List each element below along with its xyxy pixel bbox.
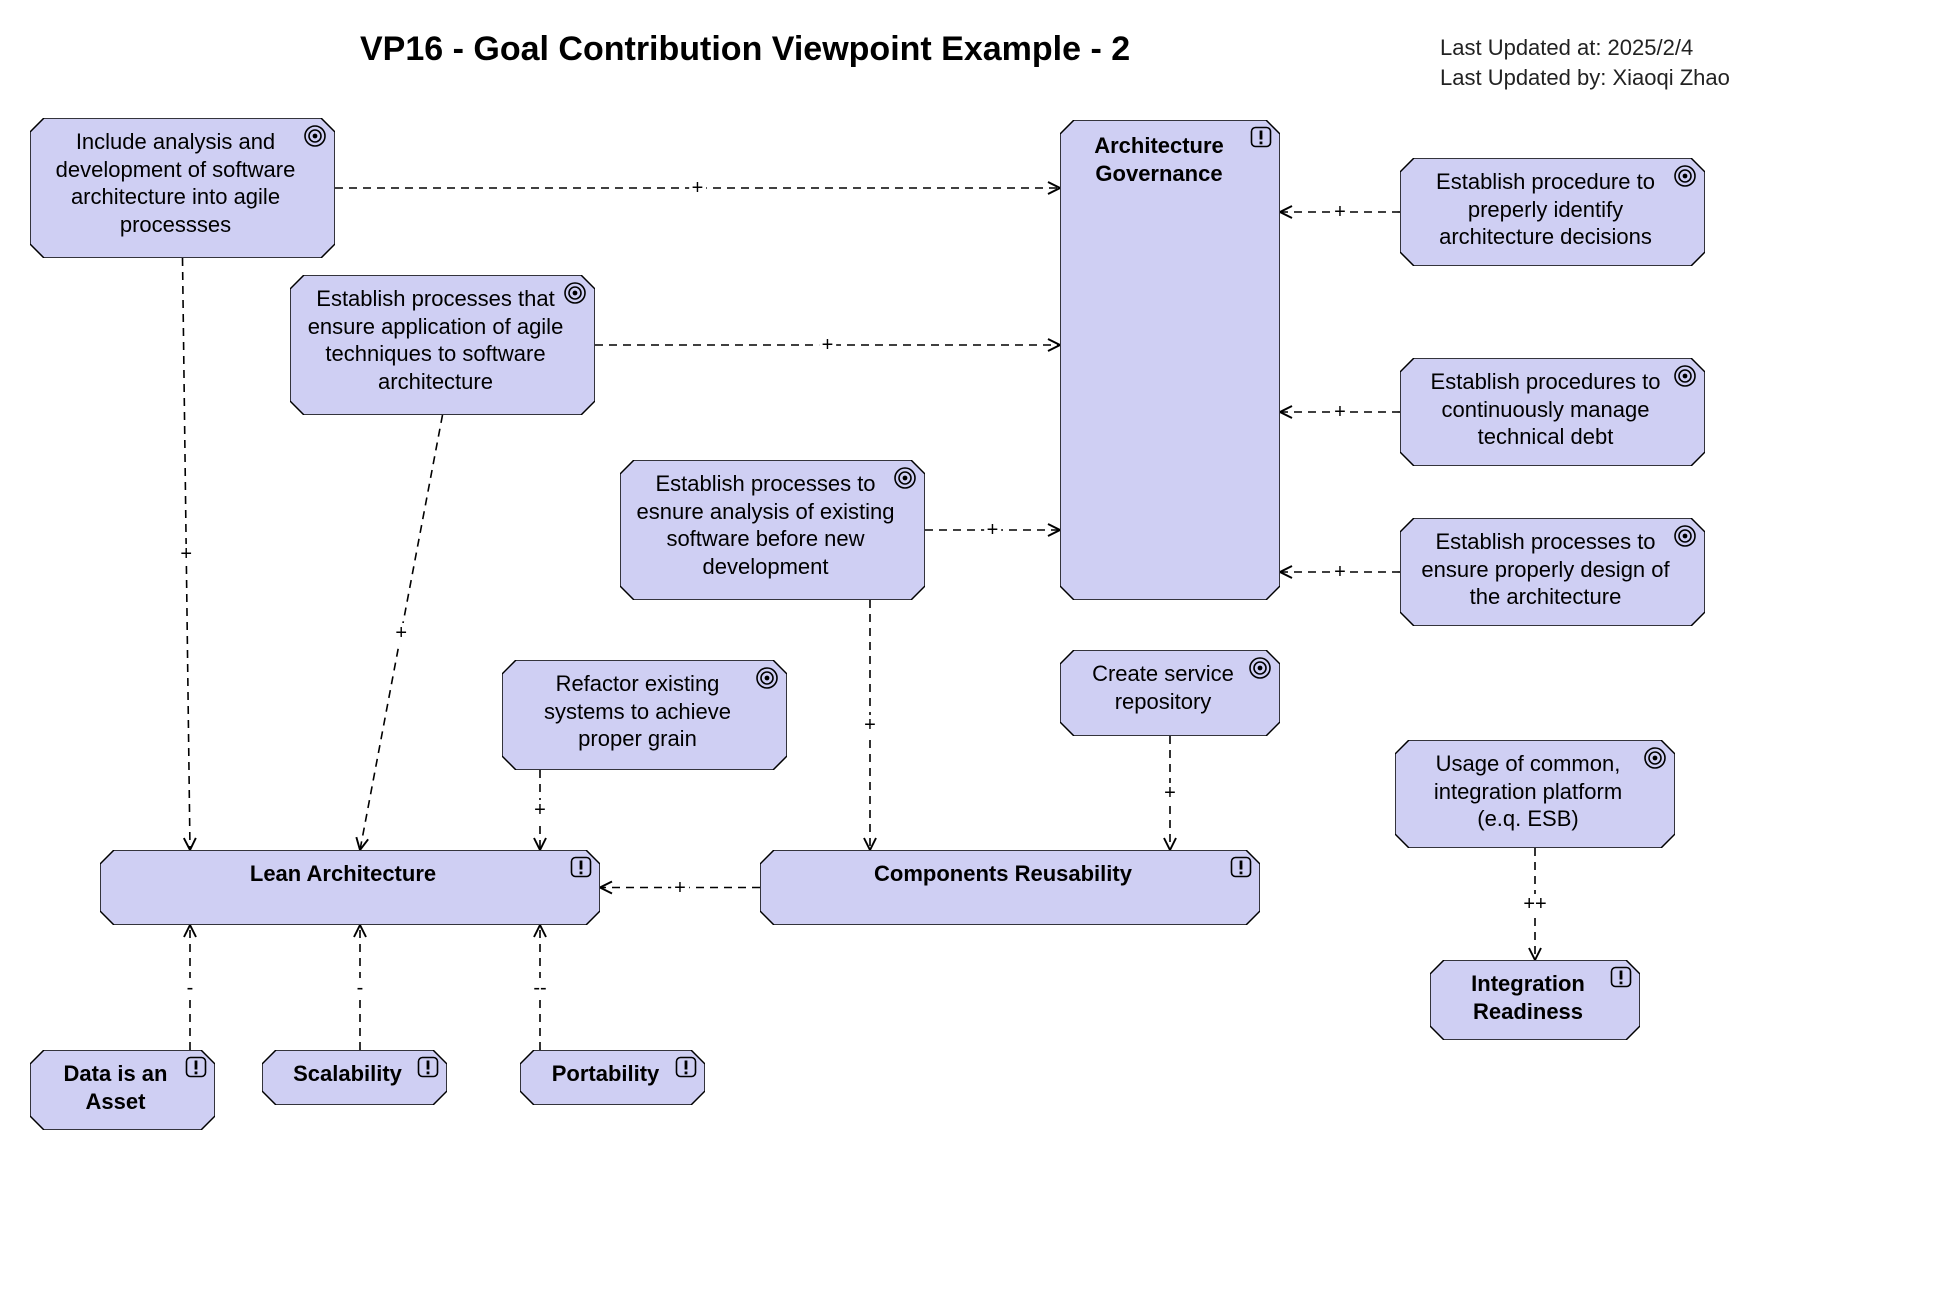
node: Establish processes that ensure applicat… xyxy=(290,275,595,415)
edge-label: + xyxy=(984,520,1002,540)
principle-icon xyxy=(675,1056,697,1084)
node: Establish procedure to preperly identify… xyxy=(1400,158,1705,266)
meta-line: Last Updated by: Xiaoqi Zhao xyxy=(1440,65,1730,91)
node: Scalability xyxy=(262,1050,447,1105)
node: Architecture Governance xyxy=(1060,120,1280,600)
edge-label: - xyxy=(184,978,197,998)
node: Establish processes to ensure properly d… xyxy=(1400,518,1705,626)
principle-icon xyxy=(417,1056,439,1084)
goal-icon xyxy=(1248,656,1272,686)
edge-label: + xyxy=(1331,562,1349,582)
node: Create service repository xyxy=(1060,650,1280,736)
principle-icon xyxy=(1230,856,1252,884)
principle-icon xyxy=(1250,126,1272,154)
edge-label: + xyxy=(177,544,195,564)
node-label: Create service repository xyxy=(1074,660,1252,715)
principle-icon xyxy=(185,1056,207,1084)
node: Lean Architecture xyxy=(100,850,600,925)
edge-label: + xyxy=(531,800,549,820)
node: Components Reusability xyxy=(760,850,1260,925)
goal-icon xyxy=(893,466,917,496)
node: Usage of common, integration platform (e… xyxy=(1395,740,1675,848)
edge-label: + xyxy=(689,178,707,198)
node: Include analysis and development of soft… xyxy=(30,118,335,258)
edge-label: -- xyxy=(530,978,549,998)
node: Data is an Asset xyxy=(30,1050,215,1130)
edge-label: + xyxy=(1331,402,1349,422)
node-label: Refactor existing systems to achieve pro… xyxy=(516,670,759,753)
edge-label: + xyxy=(819,335,837,355)
goal-icon xyxy=(303,124,327,154)
node-label: Usage of common, integration platform (e… xyxy=(1409,750,1647,833)
node-label: Portability xyxy=(534,1060,677,1088)
principle-icon xyxy=(1610,966,1632,994)
node-label: Establish procedures to continuously man… xyxy=(1414,368,1677,451)
node: Establish processes to esnure analysis o… xyxy=(620,460,925,600)
node: Integration Readiness xyxy=(1430,960,1640,1040)
node-label: Lean Architecture xyxy=(114,860,572,888)
edge-label: + xyxy=(861,715,879,735)
node: Portability xyxy=(520,1050,705,1105)
principle-icon xyxy=(570,856,592,884)
node-label: Establish processes that ensure applicat… xyxy=(304,285,567,395)
node: Establish procedures to continuously man… xyxy=(1400,358,1705,466)
node-label: Data is an Asset xyxy=(44,1060,187,1115)
node-label: Establish procedure to preperly identify… xyxy=(1414,168,1677,251)
node-label: Include analysis and development of soft… xyxy=(44,128,307,238)
node-label: Integration Readiness xyxy=(1444,970,1612,1025)
goal-icon xyxy=(1673,524,1697,554)
node-label: Architecture Governance xyxy=(1078,132,1240,187)
edge-label: + xyxy=(1161,783,1179,803)
goal-icon xyxy=(755,666,779,696)
node-label: Components Reusability xyxy=(774,860,1232,888)
edge-label: + xyxy=(392,623,410,643)
edge-label: ++ xyxy=(1520,894,1549,914)
edge-label: + xyxy=(671,878,689,898)
node: Refactor existing systems to achieve pro… xyxy=(502,660,787,770)
node-label: Establish processes to esnure analysis o… xyxy=(634,470,897,580)
edge-label: - xyxy=(354,978,367,998)
node-label: Establish processes to ensure properly d… xyxy=(1414,528,1677,611)
meta-line: Last Updated at: 2025/2/4 xyxy=(1440,35,1693,61)
diagram-canvas: VP16 - Goal Contribution Viewpoint Examp… xyxy=(0,0,1946,1302)
goal-icon xyxy=(563,281,587,311)
diagram-title: VP16 - Goal Contribution Viewpoint Examp… xyxy=(360,30,1130,69)
goal-icon xyxy=(1643,746,1667,776)
node-label: Scalability xyxy=(276,1060,419,1088)
goal-icon xyxy=(1673,364,1697,394)
edge-label: + xyxy=(1331,202,1349,222)
goal-icon xyxy=(1673,164,1697,194)
